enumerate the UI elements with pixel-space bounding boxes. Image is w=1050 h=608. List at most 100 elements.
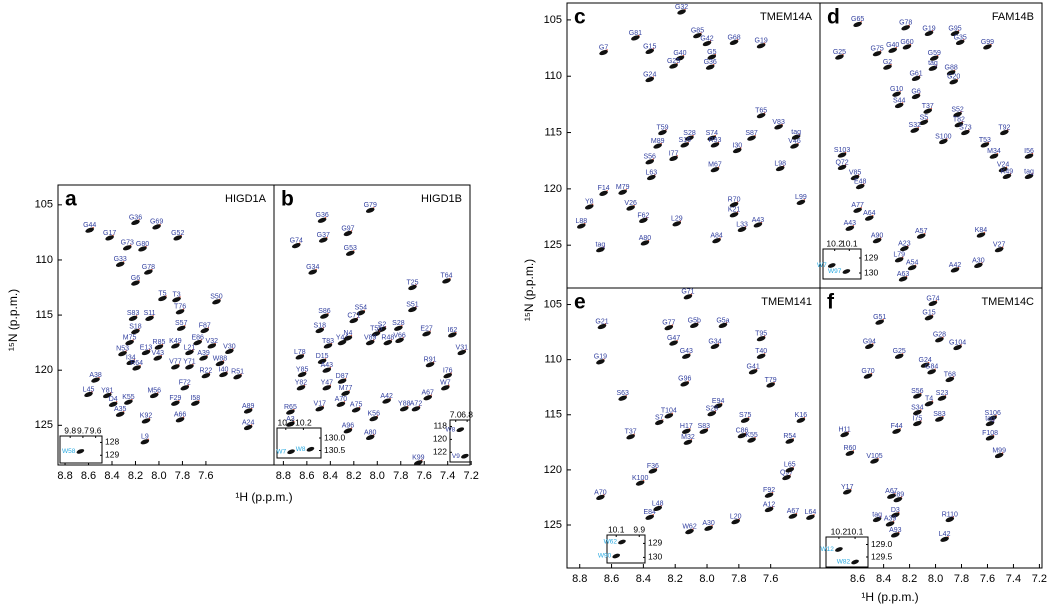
peak: [441, 385, 450, 391]
y-tick-label: 120: [35, 364, 53, 376]
peak-label: Y47: [321, 380, 334, 387]
inset-x-tick-label: 9.8: [64, 425, 76, 435]
peak: [664, 413, 674, 419]
peak: [411, 406, 421, 412]
peak: [287, 449, 295, 455]
peak: [399, 406, 409, 412]
peak-label: M34: [987, 148, 1001, 155]
peak: [840, 432, 849, 438]
peak-label: G15: [643, 43, 656, 50]
peak-label: A80: [639, 235, 652, 242]
peak-label: F14: [598, 185, 610, 192]
peak: [837, 164, 847, 171]
peak: [928, 65, 938, 71]
peak-label: G5b: [688, 317, 701, 324]
panel-letter: d: [827, 6, 840, 29]
panel-title: TMEM14A: [760, 11, 813, 23]
peak-label: S50: [210, 294, 223, 301]
peak-label: G7: [599, 44, 608, 51]
peak: [669, 155, 678, 162]
peak-label: G61: [909, 70, 922, 77]
peak-label: V85: [849, 169, 862, 176]
peak: [599, 49, 608, 56]
peak-label: G40: [886, 42, 899, 49]
peak: [756, 113, 766, 119]
peak-label: Y81: [101, 387, 114, 394]
peak-label: G69: [150, 219, 163, 226]
peak: [640, 240, 650, 246]
peak: [710, 343, 720, 350]
x-tick-label: 8.0: [699, 573, 714, 585]
inset-y-tick-label: 130: [864, 267, 878, 277]
peak: [887, 493, 896, 499]
peak-label: Y17: [841, 484, 854, 491]
peak-label: G19: [755, 38, 768, 45]
peak: [718, 322, 728, 329]
peak: [796, 199, 806, 205]
peak: [913, 421, 922, 427]
peak-label: tag: [985, 415, 995, 422]
peak-label: G5a: [716, 317, 729, 324]
peak-label: G79: [364, 202, 377, 209]
peak-label: E86: [191, 334, 204, 341]
peak-label: G6: [911, 88, 920, 95]
peak: [343, 428, 353, 434]
peak-label: G17: [103, 230, 116, 237]
peak: [756, 336, 766, 342]
peak: [827, 263, 836, 268]
x-axis-label: ¹H (p.p.m.): [235, 490, 292, 504]
peak-label: G35: [954, 34, 967, 41]
peak-label: V9: [452, 453, 460, 460]
peak-label: R91: [424, 357, 437, 364]
peak: [76, 449, 85, 454]
peak: [103, 392, 112, 399]
peak: [710, 167, 720, 173]
peak: [865, 215, 874, 221]
peak-label: L42: [939, 531, 951, 538]
peak: [775, 166, 785, 172]
peak: [892, 91, 901, 97]
peak-label: S86: [318, 308, 331, 315]
peak-label: S75: [739, 412, 752, 419]
peak-label: R110: [942, 511, 958, 518]
peak-label: W8: [446, 426, 456, 433]
peak-label: S73: [959, 124, 972, 131]
peak-label: Y85: [296, 366, 309, 373]
peak: [141, 418, 151, 424]
peak-label: A23: [898, 240, 911, 247]
peak-label: L48: [652, 500, 664, 507]
y-tick-label: 120: [544, 183, 562, 195]
peak: [382, 398, 391, 404]
peak: [929, 55, 939, 61]
peak-label: T4: [925, 396, 933, 403]
peak: [140, 439, 150, 445]
peak-label: W7: [276, 448, 286, 455]
peak: [796, 417, 806, 423]
peak-label: S2: [378, 321, 387, 328]
peak-label: L99: [795, 194, 807, 201]
peak: [577, 223, 586, 229]
peak-label: V105: [866, 453, 882, 460]
peak: [900, 245, 909, 252]
peak: [713, 403, 723, 409]
peak-label: T25: [406, 279, 418, 286]
peak-label: I30: [732, 142, 742, 149]
peak: [901, 25, 910, 31]
peak-label: A96: [342, 423, 355, 430]
peak-label: W82: [837, 559, 851, 566]
peak: [425, 362, 435, 368]
peak-label: A66: [174, 412, 187, 419]
peak-label: S18: [129, 323, 142, 330]
peak: [729, 212, 739, 218]
peak: [172, 297, 181, 303]
peak: [618, 539, 626, 545]
peak-label: G34: [708, 338, 721, 345]
peak: [764, 506, 774, 513]
inset-x-tick-label: 9.9: [633, 524, 645, 534]
peak-label: F44: [891, 423, 903, 430]
peak: [456, 427, 465, 433]
inset-y-tick-label: 129.0: [871, 539, 893, 549]
peak-label: tag: [1024, 168, 1034, 175]
y-tick-label: 105: [35, 199, 53, 211]
peak-label: M75: [123, 334, 137, 341]
